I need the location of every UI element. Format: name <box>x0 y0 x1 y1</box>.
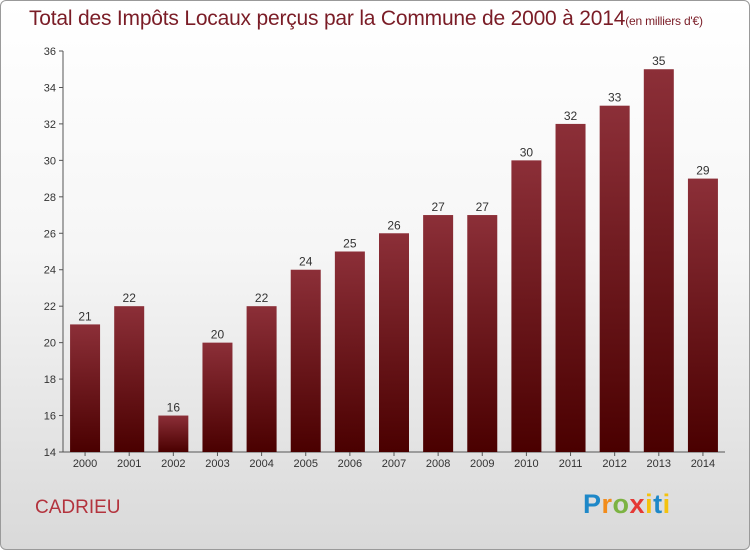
y-tick-label: 34 <box>44 82 56 94</box>
y-tick-label: 32 <box>44 119 56 131</box>
x-tick-label: 2007 <box>382 458 406 470</box>
x-tick-label: 2011 <box>559 458 583 470</box>
bar-2002[interactable] <box>158 415 189 452</box>
value-label-2008: 27 <box>431 200 445 214</box>
bar-2008[interactable] <box>423 215 454 452</box>
value-label-2005: 24 <box>299 255 313 269</box>
y-tick-label: 14 <box>44 447 56 459</box>
value-label-2012: 33 <box>608 91 622 105</box>
value-label-2009: 27 <box>476 200 490 214</box>
x-tick-label: 2003 <box>205 458 229 470</box>
value-label-2007: 26 <box>387 218 401 232</box>
bar-2004[interactable] <box>246 306 277 452</box>
proxiti-logo[interactable]: Proxiti <box>583 489 671 519</box>
bar-2011[interactable] <box>555 123 586 452</box>
bar-2013[interactable] <box>643 69 674 453</box>
x-tick-label: 2001 <box>117 458 141 470</box>
value-label-2000: 21 <box>78 309 92 323</box>
value-label-2006: 25 <box>343 237 357 251</box>
x-tick-label: 2000 <box>73 458 97 470</box>
value-label-2014: 29 <box>696 164 710 178</box>
y-tick-label: 24 <box>44 265 56 277</box>
y-tick-label: 16 <box>44 411 56 423</box>
bar-2012[interactable] <box>599 105 630 452</box>
y-tick-label: 28 <box>44 192 56 204</box>
x-tick-label: 2008 <box>426 458 450 470</box>
y-tick-label: 20 <box>44 338 56 350</box>
x-tick-label: 2009 <box>470 458 494 470</box>
y-tick-label: 26 <box>44 228 56 240</box>
bar-2001[interactable] <box>114 306 145 452</box>
bar-2007[interactable] <box>379 233 409 452</box>
bar-2000[interactable] <box>70 324 101 452</box>
chart-title-text: Total des Impôts Locaux perçus par la Co… <box>29 7 626 30</box>
chart-title-unit: (en milliers d'€) <box>625 14 703 28</box>
bar-2014[interactable] <box>687 178 718 452</box>
x-tick-label: 2004 <box>249 458 273 470</box>
x-tick-label: 2014 <box>691 458 715 470</box>
x-tick-label: 2005 <box>293 458 317 470</box>
x-tick-label: 2013 <box>647 458 671 470</box>
value-label-2011: 32 <box>564 109 578 123</box>
value-label-2010: 30 <box>520 145 534 159</box>
x-tick-label: 2002 <box>161 458 185 470</box>
x-tick-label: 2012 <box>602 458 626 470</box>
y-tick-label: 22 <box>44 301 56 313</box>
y-tick-label: 36 <box>44 46 56 58</box>
y-tick-label: 30 <box>44 155 56 167</box>
bar-2005[interactable] <box>290 269 321 452</box>
value-label-2002: 16 <box>167 401 181 415</box>
x-tick-label: 2010 <box>514 458 538 470</box>
value-label-2003: 20 <box>211 328 225 342</box>
bar-2009[interactable] <box>467 215 498 452</box>
value-label-2004: 22 <box>255 291 269 305</box>
value-label-2001: 22 <box>123 291 137 305</box>
bar-2010[interactable] <box>511 160 542 452</box>
value-label-2013: 35 <box>652 54 666 68</box>
bar-2006[interactable] <box>334 251 365 453</box>
chart-title: Total des Impôts Locaux perçus par la Co… <box>29 7 703 31</box>
x-tick-label: 2006 <box>338 458 362 470</box>
y-tick-label: 18 <box>44 374 56 386</box>
commune-name: CADRIEU <box>35 497 121 518</box>
bar-2003[interactable] <box>202 342 233 452</box>
